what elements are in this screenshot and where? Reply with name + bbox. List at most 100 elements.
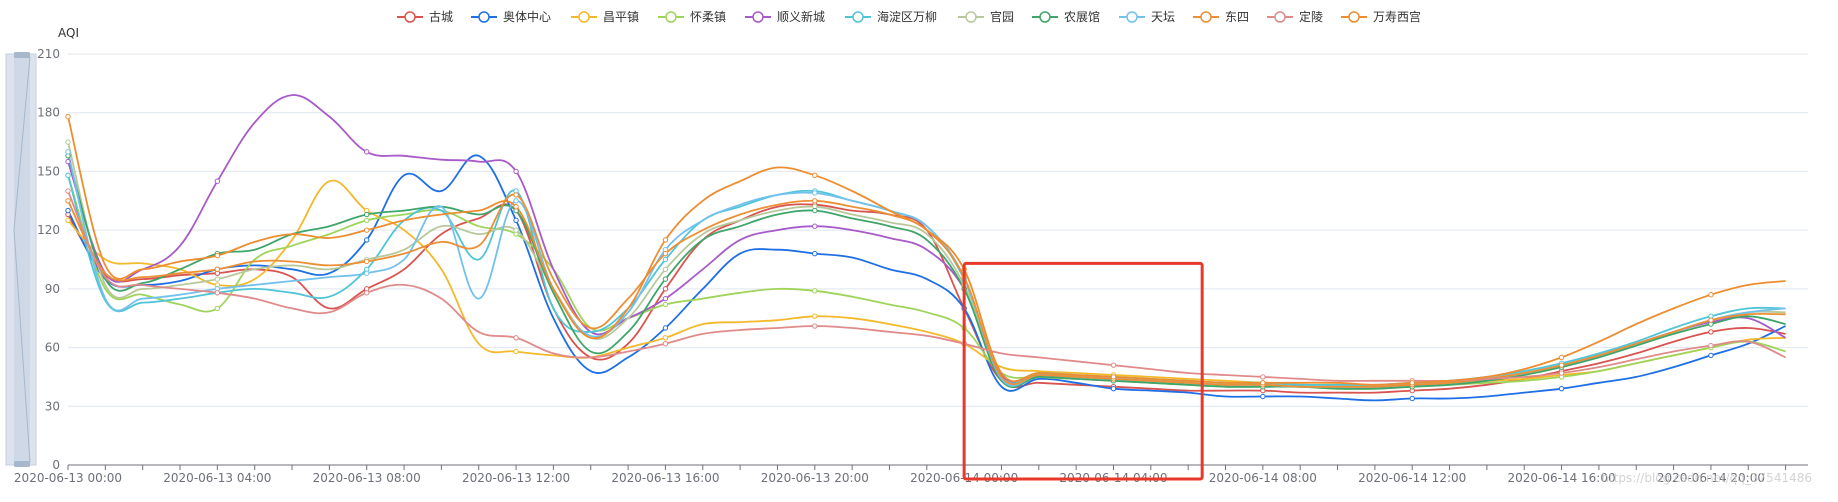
legend-item[interactable]: 官园 bbox=[958, 9, 1014, 24]
series-points[interactable] bbox=[65, 113, 1714, 402]
data-point[interactable] bbox=[214, 266, 221, 272]
data-point[interactable] bbox=[1260, 374, 1266, 380]
data-point[interactable] bbox=[364, 211, 370, 218]
data-point[interactable] bbox=[812, 250, 818, 257]
data-point[interactable] bbox=[214, 252, 221, 259]
data-point[interactable] bbox=[662, 286, 669, 292]
data-point[interactable] bbox=[513, 198, 519, 204]
data-point[interactable] bbox=[1110, 385, 1117, 392]
series-line-5[interactable] bbox=[67, 175, 1786, 386]
legend-item[interactable]: 奥体中心 bbox=[471, 9, 551, 24]
data-point[interactable] bbox=[65, 158, 71, 165]
legend-item[interactable]: 天坛 bbox=[1119, 10, 1175, 24]
legend-label: 官园 bbox=[990, 9, 1014, 24]
data-point[interactable] bbox=[513, 217, 519, 224]
data-point[interactable] bbox=[65, 139, 71, 145]
data-point[interactable] bbox=[812, 190, 818, 196]
data-point[interactable] bbox=[812, 207, 818, 214]
data-point[interactable] bbox=[513, 348, 519, 355]
data-point[interactable] bbox=[1110, 362, 1117, 368]
legend-item[interactable]: 昌平镇 bbox=[571, 10, 639, 24]
data-point[interactable] bbox=[812, 198, 818, 204]
data-point[interactable] bbox=[364, 217, 370, 224]
legend-item[interactable]: 顺义新城 bbox=[745, 9, 825, 24]
legend-swatch-marker bbox=[1200, 11, 1212, 23]
legend[interactable]: 古城 奥体中心 昌平镇 怀柔镇 顺义新城 海淀区万柳 官园 农展馆 天坛 东四 定陵 万寿西宫 bbox=[397, 9, 1421, 24]
data-point[interactable] bbox=[1708, 292, 1714, 298]
data-point[interactable] bbox=[65, 113, 71, 120]
data-point[interactable] bbox=[1708, 317, 1714, 323]
series-line-7[interactable] bbox=[67, 155, 1786, 390]
data-point[interactable] bbox=[65, 172, 71, 179]
data-point[interactable] bbox=[214, 290, 221, 296]
data-zoom-slider[interactable] bbox=[5, 52, 37, 467]
x-tick-label: 2020-06-14 08:00 bbox=[1209, 471, 1317, 485]
data-point[interactable] bbox=[1409, 380, 1415, 386]
data-point[interactable] bbox=[662, 237, 669, 243]
data-point[interactable] bbox=[812, 323, 818, 329]
data-point[interactable] bbox=[662, 340, 669, 347]
data-point[interactable] bbox=[65, 198, 71, 204]
data-point[interactable] bbox=[1260, 393, 1266, 400]
data-point[interactable] bbox=[1409, 395, 1415, 402]
slider-bottom-handle[interactable] bbox=[14, 461, 30, 467]
legend-swatch-marker bbox=[1039, 11, 1051, 23]
data-point[interactable] bbox=[812, 223, 818, 229]
data-point[interactable] bbox=[364, 237, 370, 243]
data-point[interactable] bbox=[662, 276, 669, 282]
data-point[interactable] bbox=[214, 178, 221, 184]
legend-item[interactable]: 万寿西宫 bbox=[1341, 9, 1421, 24]
data-point[interactable] bbox=[812, 288, 818, 294]
series-line-9[interactable] bbox=[67, 193, 1786, 388]
data-point[interactable] bbox=[364, 258, 370, 265]
data-point[interactable] bbox=[1558, 385, 1565, 392]
legend-item[interactable]: 东四 bbox=[1193, 10, 1249, 24]
data-point[interactable] bbox=[65, 149, 71, 155]
series-line-11[interactable] bbox=[67, 116, 1786, 386]
slider-top-handle[interactable] bbox=[14, 52, 30, 58]
series-line-3[interactable] bbox=[67, 175, 1786, 390]
data-point[interactable] bbox=[1558, 370, 1565, 376]
data-point[interactable] bbox=[1558, 362, 1565, 368]
data-point[interactable] bbox=[513, 227, 519, 233]
data-point[interactable] bbox=[364, 227, 370, 233]
data-point[interactable] bbox=[364, 290, 370, 296]
slider-selected-range[interactable] bbox=[14, 57, 30, 462]
data-point[interactable] bbox=[1708, 329, 1714, 335]
data-point[interactable] bbox=[662, 295, 669, 302]
legend-item[interactable]: 怀柔镇 bbox=[658, 10, 726, 24]
data-point[interactable] bbox=[513, 203, 519, 210]
data-point[interactable] bbox=[214, 305, 221, 312]
data-point[interactable] bbox=[513, 168, 519, 175]
series-line-1[interactable] bbox=[67, 154, 1786, 402]
data-point[interactable] bbox=[662, 250, 669, 257]
legend-item[interactable]: 定陵 bbox=[1267, 9, 1323, 24]
data-point[interactable] bbox=[1260, 380, 1266, 386]
data-point[interactable] bbox=[662, 266, 669, 272]
data-point[interactable] bbox=[513, 192, 519, 198]
series-line-2[interactable] bbox=[67, 179, 1786, 388]
data-point[interactable] bbox=[1110, 374, 1117, 380]
data-point[interactable] bbox=[65, 217, 71, 224]
data-point[interactable] bbox=[662, 325, 669, 331]
data-point[interactable] bbox=[662, 335, 669, 341]
data-point[interactable] bbox=[1558, 354, 1565, 361]
data-point[interactable] bbox=[214, 276, 221, 282]
data-point[interactable] bbox=[513, 335, 519, 341]
data-point[interactable] bbox=[812, 172, 818, 179]
legend-swatch-marker bbox=[665, 11, 677, 23]
data-point[interactable] bbox=[364, 270, 370, 276]
data-point[interactable] bbox=[1708, 352, 1714, 359]
series-lines[interactable] bbox=[67, 94, 1787, 402]
legend-item[interactable]: 海淀区万柳 bbox=[845, 9, 937, 24]
data-point[interactable] bbox=[662, 301, 669, 308]
legend-item[interactable]: 古城 bbox=[397, 9, 453, 24]
legend-item[interactable]: 农展馆 bbox=[1032, 9, 1100, 24]
data-point[interactable] bbox=[812, 313, 818, 319]
series-line-10[interactable] bbox=[67, 190, 1786, 382]
data-point[interactable] bbox=[662, 256, 669, 263]
data-point[interactable] bbox=[1708, 342, 1714, 349]
data-point[interactable] bbox=[364, 149, 370, 155]
data-point[interactable] bbox=[65, 188, 71, 194]
data-point[interactable] bbox=[65, 207, 71, 214]
